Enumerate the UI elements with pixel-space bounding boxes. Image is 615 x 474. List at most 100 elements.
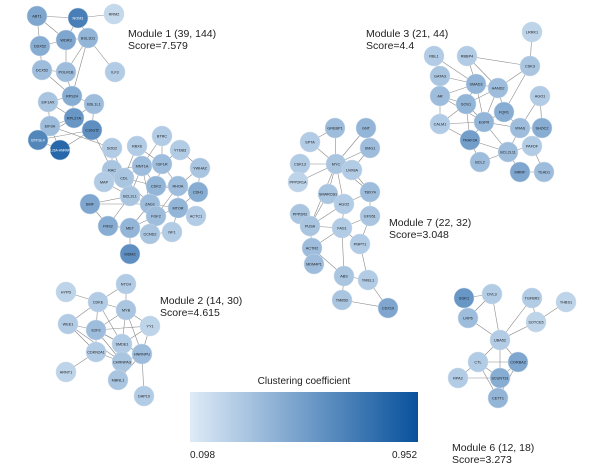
- node-tm65d[interactable]: TM65D: [331, 289, 353, 311]
- node-circle[interactable]: [457, 307, 479, 329]
- node-circle[interactable]: [357, 269, 379, 291]
- node-rhoa[interactable]: RHOA: [167, 175, 189, 197]
- node-grebp1[interactable]: GREBP1: [324, 117, 346, 139]
- node-circle[interactable]: [519, 55, 541, 77]
- node-tead1[interactable]: TEAD1: [533, 161, 555, 183]
- node-circle[interactable]: [55, 29, 77, 51]
- node-csk13[interactable]: CSK13: [289, 153, 311, 175]
- node-circle[interactable]: [139, 315, 161, 337]
- node-scunt31[interactable]: SCUNT31: [489, 367, 511, 389]
- node-myb[interactable]: MYB: [115, 299, 137, 321]
- node-hypd[interactable]: HYPD: [55, 281, 77, 303]
- node-fqr1[interactable]: FQR1: [493, 101, 515, 123]
- node-bsl1d1[interactable]: BSL1D1: [77, 27, 99, 49]
- node-circle[interactable]: [317, 183, 339, 205]
- node-circle[interactable]: [27, 129, 49, 151]
- node-circle[interactable]: [493, 101, 515, 123]
- node-circle[interactable]: [467, 351, 489, 373]
- node-circle[interactable]: [333, 265, 355, 287]
- node-dap10[interactable]: DAP10: [133, 385, 155, 407]
- node-map[interactable]: MAP: [93, 171, 115, 193]
- node-dvl3[interactable]: DVL3: [481, 283, 503, 305]
- node-btrc[interactable]: BTRC: [151, 125, 173, 147]
- node-circle[interactable]: [509, 161, 531, 183]
- node-circle[interactable]: [115, 273, 137, 295]
- node-circle[interactable]: [167, 175, 189, 197]
- node-sgk1[interactable]: SGK1: [453, 287, 475, 309]
- node-circle[interactable]: [521, 287, 543, 309]
- node-sotce5[interactable]: SOTCE5: [525, 311, 547, 333]
- node-circle[interactable]: [151, 125, 173, 147]
- node-pusa[interactable]: PUSA: [299, 215, 321, 237]
- node-circle[interactable]: [331, 289, 353, 311]
- node-circle[interactable]: [487, 387, 509, 409]
- node-circle[interactable]: [55, 281, 77, 303]
- node-circle[interactable]: [104, 61, 126, 83]
- node-circle[interactable]: [119, 185, 141, 207]
- node-circle[interactable]: [355, 117, 377, 139]
- node-circle[interactable]: [107, 369, 129, 391]
- node-circle[interactable]: [119, 243, 141, 265]
- node-circle[interactable]: [57, 313, 79, 335]
- node-circle[interactable]: [377, 297, 399, 319]
- node-abt1[interactable]: ABT1: [26, 5, 48, 27]
- node-circle[interactable]: [77, 27, 99, 49]
- node-circle[interactable]: [555, 291, 577, 313]
- node-bcl2l11[interactable]: BCL2L11: [497, 141, 519, 163]
- node-circle[interactable]: [189, 157, 211, 179]
- node-circle[interactable]: [359, 205, 381, 227]
- node-polr1b[interactable]: POLR1B: [55, 61, 77, 83]
- node-pafdf[interactable]: PAFDF: [521, 135, 543, 157]
- node-btf3l4[interactable]: BTF3L4: [27, 129, 49, 151]
- node-frs2[interactable]: FRS2: [97, 215, 119, 237]
- node-c10orf2[interactable]: C10orf2: [81, 119, 103, 141]
- node-abs[interactable]: ABS: [333, 265, 355, 287]
- node-igf1r[interactable]: IGF1R: [151, 153, 173, 175]
- node-circle[interactable]: [115, 299, 137, 321]
- node-nom1[interactable]: NOM1: [67, 7, 89, 29]
- node-actc1[interactable]: ACTC1: [185, 205, 207, 227]
- node-hand2[interactable]: HAND2: [487, 77, 509, 99]
- node-circle[interactable]: [97, 215, 119, 237]
- node-nf1[interactable]: NF1: [161, 221, 183, 243]
- node-circle[interactable]: [151, 153, 173, 175]
- node-rpl27a[interactable]: RPL27A: [63, 107, 85, 129]
- node-egfr[interactable]: EGFR: [473, 111, 495, 133]
- node-circle[interactable]: [79, 193, 101, 215]
- node-smde1[interactable]: SMDE1: [111, 333, 133, 355]
- node-rbbp4[interactable]: RBBP4: [456, 45, 478, 67]
- node-circle[interactable]: [93, 171, 115, 193]
- node-circle[interactable]: [469, 151, 491, 173]
- node-circle[interactable]: [185, 205, 207, 227]
- node-circle[interactable]: [489, 329, 511, 351]
- node-circle[interactable]: [63, 107, 85, 129]
- node-e2f3[interactable]: E2F3: [85, 319, 107, 341]
- node-ar[interactable]: AR: [429, 85, 451, 107]
- node-spta[interactable]: SPTA: [299, 131, 321, 153]
- node-circle[interactable]: [67, 7, 89, 29]
- node-lrrk1[interactable]: LRRK1: [521, 21, 543, 43]
- node-circle[interactable]: [167, 197, 189, 219]
- node-circle[interactable]: [131, 343, 153, 365]
- node-smg1[interactable]: SMG1: [359, 137, 381, 159]
- node-mrrf[interactable]: MRRF: [509, 161, 531, 183]
- node-cdkn2a1[interactable]: CDKN2A1: [85, 341, 107, 363]
- node-circle[interactable]: [49, 139, 71, 161]
- node-circle[interactable]: [139, 223, 161, 245]
- node-efs51[interactable]: EFS51: [359, 205, 381, 227]
- node-circle[interactable]: [453, 287, 475, 309]
- node-tgfbr2[interactable]: TGFBR2: [521, 287, 543, 309]
- node-ctl[interactable]: CTL: [467, 351, 489, 373]
- node-yy1[interactable]: YY1: [139, 315, 161, 337]
- node-cdk2[interactable]: CDK2: [145, 175, 167, 197]
- node-circle[interactable]: [429, 113, 451, 135]
- node-circle[interactable]: [456, 45, 478, 67]
- node-thbs1[interactable]: THBS1: [555, 291, 577, 313]
- node-circle[interactable]: [429, 85, 451, 107]
- node-circle[interactable]: [455, 93, 477, 115]
- node-circle[interactable]: [55, 361, 77, 383]
- node-ilf3[interactable]: ILF3: [104, 61, 126, 83]
- node-circle[interactable]: [287, 171, 309, 193]
- node-circle[interactable]: [101, 137, 123, 159]
- node-ymel1[interactable]: YMEL1: [357, 269, 379, 291]
